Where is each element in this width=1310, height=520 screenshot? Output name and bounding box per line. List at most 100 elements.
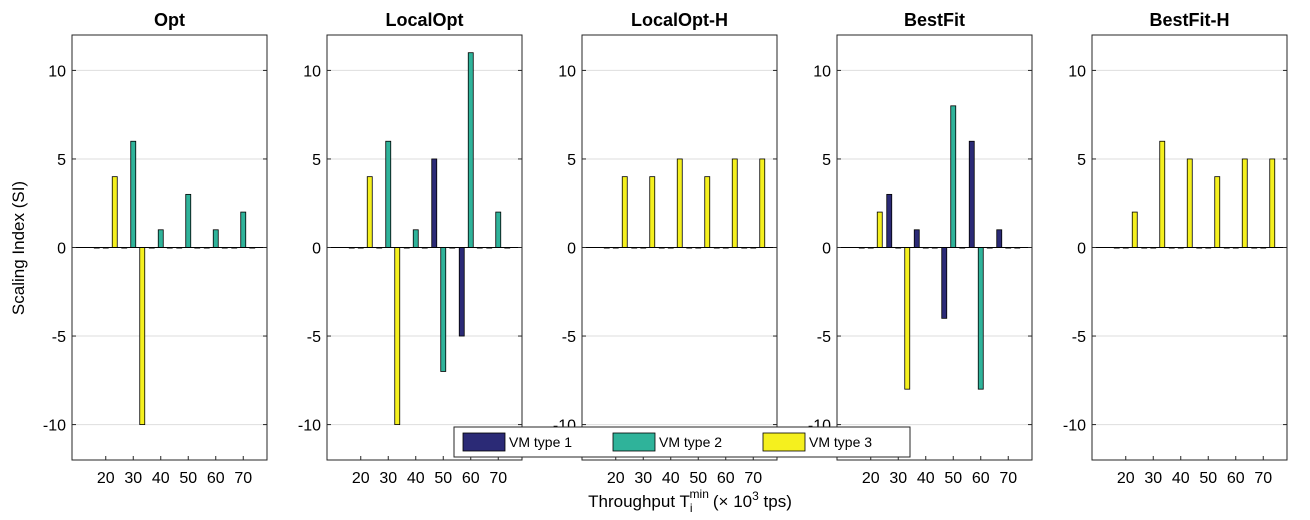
y-tick-label: 0 [57, 241, 66, 258]
bar-vm-type-2-60 [212, 229, 219, 248]
bar-vm-type-3-30 [904, 247, 911, 390]
x-tick-label: 50 [689, 470, 707, 487]
y-tick-label: 10 [1068, 63, 1086, 80]
x-tick-label: 70 [744, 470, 762, 487]
y-tick-label: -5 [817, 329, 831, 346]
x-tick-label: 30 [889, 470, 907, 487]
x-tick-label: 40 [1172, 470, 1190, 487]
bar-vm-type-1-70 [996, 229, 1003, 248]
x-tick-label: 40 [662, 470, 680, 487]
panel-title: LocalOpt [385, 10, 463, 30]
bar-vm-type-1-60 [458, 247, 465, 337]
y-tick-label: 10 [48, 63, 66, 80]
x-tick-label: 70 [1254, 470, 1272, 487]
bar-vm-type-1-50 [431, 158, 438, 248]
bar-vm-type-2-70 [240, 211, 247, 248]
x-tick-label: 30 [634, 470, 652, 487]
legend: VM type 1 VM type 2 VM type 3 [453, 426, 911, 458]
y-tick-label: 10 [813, 63, 831, 80]
bar-vm-type-1-30 [886, 193, 893, 248]
x-tick-label: 60 [1227, 470, 1245, 487]
legend-label: VM type 2 [659, 434, 722, 450]
bar-vm-type-2-50 [950, 105, 957, 248]
x-tick-label: 60 [207, 470, 225, 487]
x-tick-label: 40 [917, 470, 935, 487]
panel-title: BestFit-H [1150, 10, 1230, 30]
y-tick-label: -10 [43, 418, 66, 435]
bar-vm-type-2-50 [440, 247, 447, 372]
x-tick-label: 30 [379, 470, 397, 487]
bar-vm-type-2-60 [977, 247, 984, 390]
bar-vm-type-3-40 [676, 158, 683, 248]
y-tick-label: 0 [312, 241, 321, 258]
y-tick-label: 5 [312, 152, 321, 169]
bar-vm-type-3-20 [111, 176, 118, 248]
bar-vm-type-3-20 [366, 176, 373, 248]
x-tick-label: 20 [1117, 470, 1135, 487]
bar-vm-type-3-50 [704, 176, 711, 248]
bar-vm-type-3-40 [1186, 158, 1193, 248]
bar-vm-type-1-50 [941, 247, 948, 319]
x-tick-label: 30 [124, 470, 142, 487]
x-tick-label: 40 [407, 470, 425, 487]
bar-vm-type-3-70 [1269, 158, 1276, 248]
y-tick-label: 0 [567, 241, 576, 258]
legend-label: VM type 3 [809, 434, 872, 450]
y-tick-label: 0 [1077, 241, 1086, 258]
x-axis-label-unit-pre: (× 10 [713, 492, 752, 511]
y-tick-label: 5 [1077, 152, 1086, 169]
y-tick-label: 5 [57, 152, 66, 169]
bar-vm-type-3-20 [621, 176, 628, 248]
y-tick-label: -10 [298, 418, 321, 435]
y-tick-label: -5 [52, 329, 66, 346]
legend-swatch [612, 432, 656, 452]
x-tick-label: 60 [462, 470, 480, 487]
bar-vm-type-2-30 [130, 140, 137, 248]
x-tick-label: 70 [999, 470, 1017, 487]
x-tick-label: 30 [1144, 470, 1162, 487]
y-tick-label: 10 [303, 63, 321, 80]
x-axis-label-main: Throughput T [588, 492, 690, 511]
x-axis-label: Throughput Timin (× 103 tps) [588, 487, 792, 515]
x-axis-label-sub: i [690, 501, 693, 515]
x-tick-label: 50 [434, 470, 452, 487]
bar-vm-type-3-50 [1214, 176, 1221, 248]
y-axis-label: Scaling Index (SI) [9, 181, 28, 315]
x-tick-label: 20 [862, 470, 880, 487]
y-tick-label: -5 [562, 329, 576, 346]
x-axis-label-sup: min [690, 487, 709, 501]
bar-vm-type-3-30 [139, 247, 146, 425]
bar-vm-type-1-60 [968, 140, 975, 248]
panel-title: Opt [154, 10, 185, 30]
bar-vm-type-2-40 [157, 229, 164, 248]
bar-vm-type-2-40 [412, 229, 419, 248]
x-axis-label-unit-sup: 3 [752, 489, 759, 503]
panel-1: -10 -5 0 5 10 20 30 40 50 60 70 Opt [43, 10, 268, 487]
x-tick-label: 50 [1199, 470, 1217, 487]
x-tick-label: 70 [489, 470, 507, 487]
panel-2: -10 -5 0 5 10 20 30 40 50 60 70 LocalOpt [298, 10, 523, 487]
bar-vm-type-1-40 [913, 229, 920, 248]
bar-vm-type-2-50 [185, 193, 192, 248]
legend-box [453, 426, 911, 458]
x-tick-label: 50 [944, 470, 962, 487]
x-tick-label: 20 [352, 470, 370, 487]
y-tick-label: 5 [822, 152, 831, 169]
x-tick-label: 20 [607, 470, 625, 487]
bar-vm-type-3-60 [1241, 158, 1248, 248]
bar-vm-type-2-60 [467, 52, 474, 248]
panel-title: LocalOpt-H [631, 10, 728, 30]
bar-vm-type-3-30 [1159, 140, 1166, 248]
y-tick-label: 10 [558, 63, 576, 80]
y-tick-label: 5 [567, 152, 576, 169]
y-tick-label: -5 [307, 329, 321, 346]
bar-vm-type-3-30 [394, 247, 401, 425]
panel-5: -10 -5 0 5 10 20 30 40 50 60 70 BestFit-H [1063, 10, 1288, 487]
bar-vm-type-2-30 [385, 140, 392, 248]
panel-title: BestFit [904, 10, 965, 30]
x-tick-label: 60 [717, 470, 735, 487]
legend-swatch [462, 432, 506, 452]
